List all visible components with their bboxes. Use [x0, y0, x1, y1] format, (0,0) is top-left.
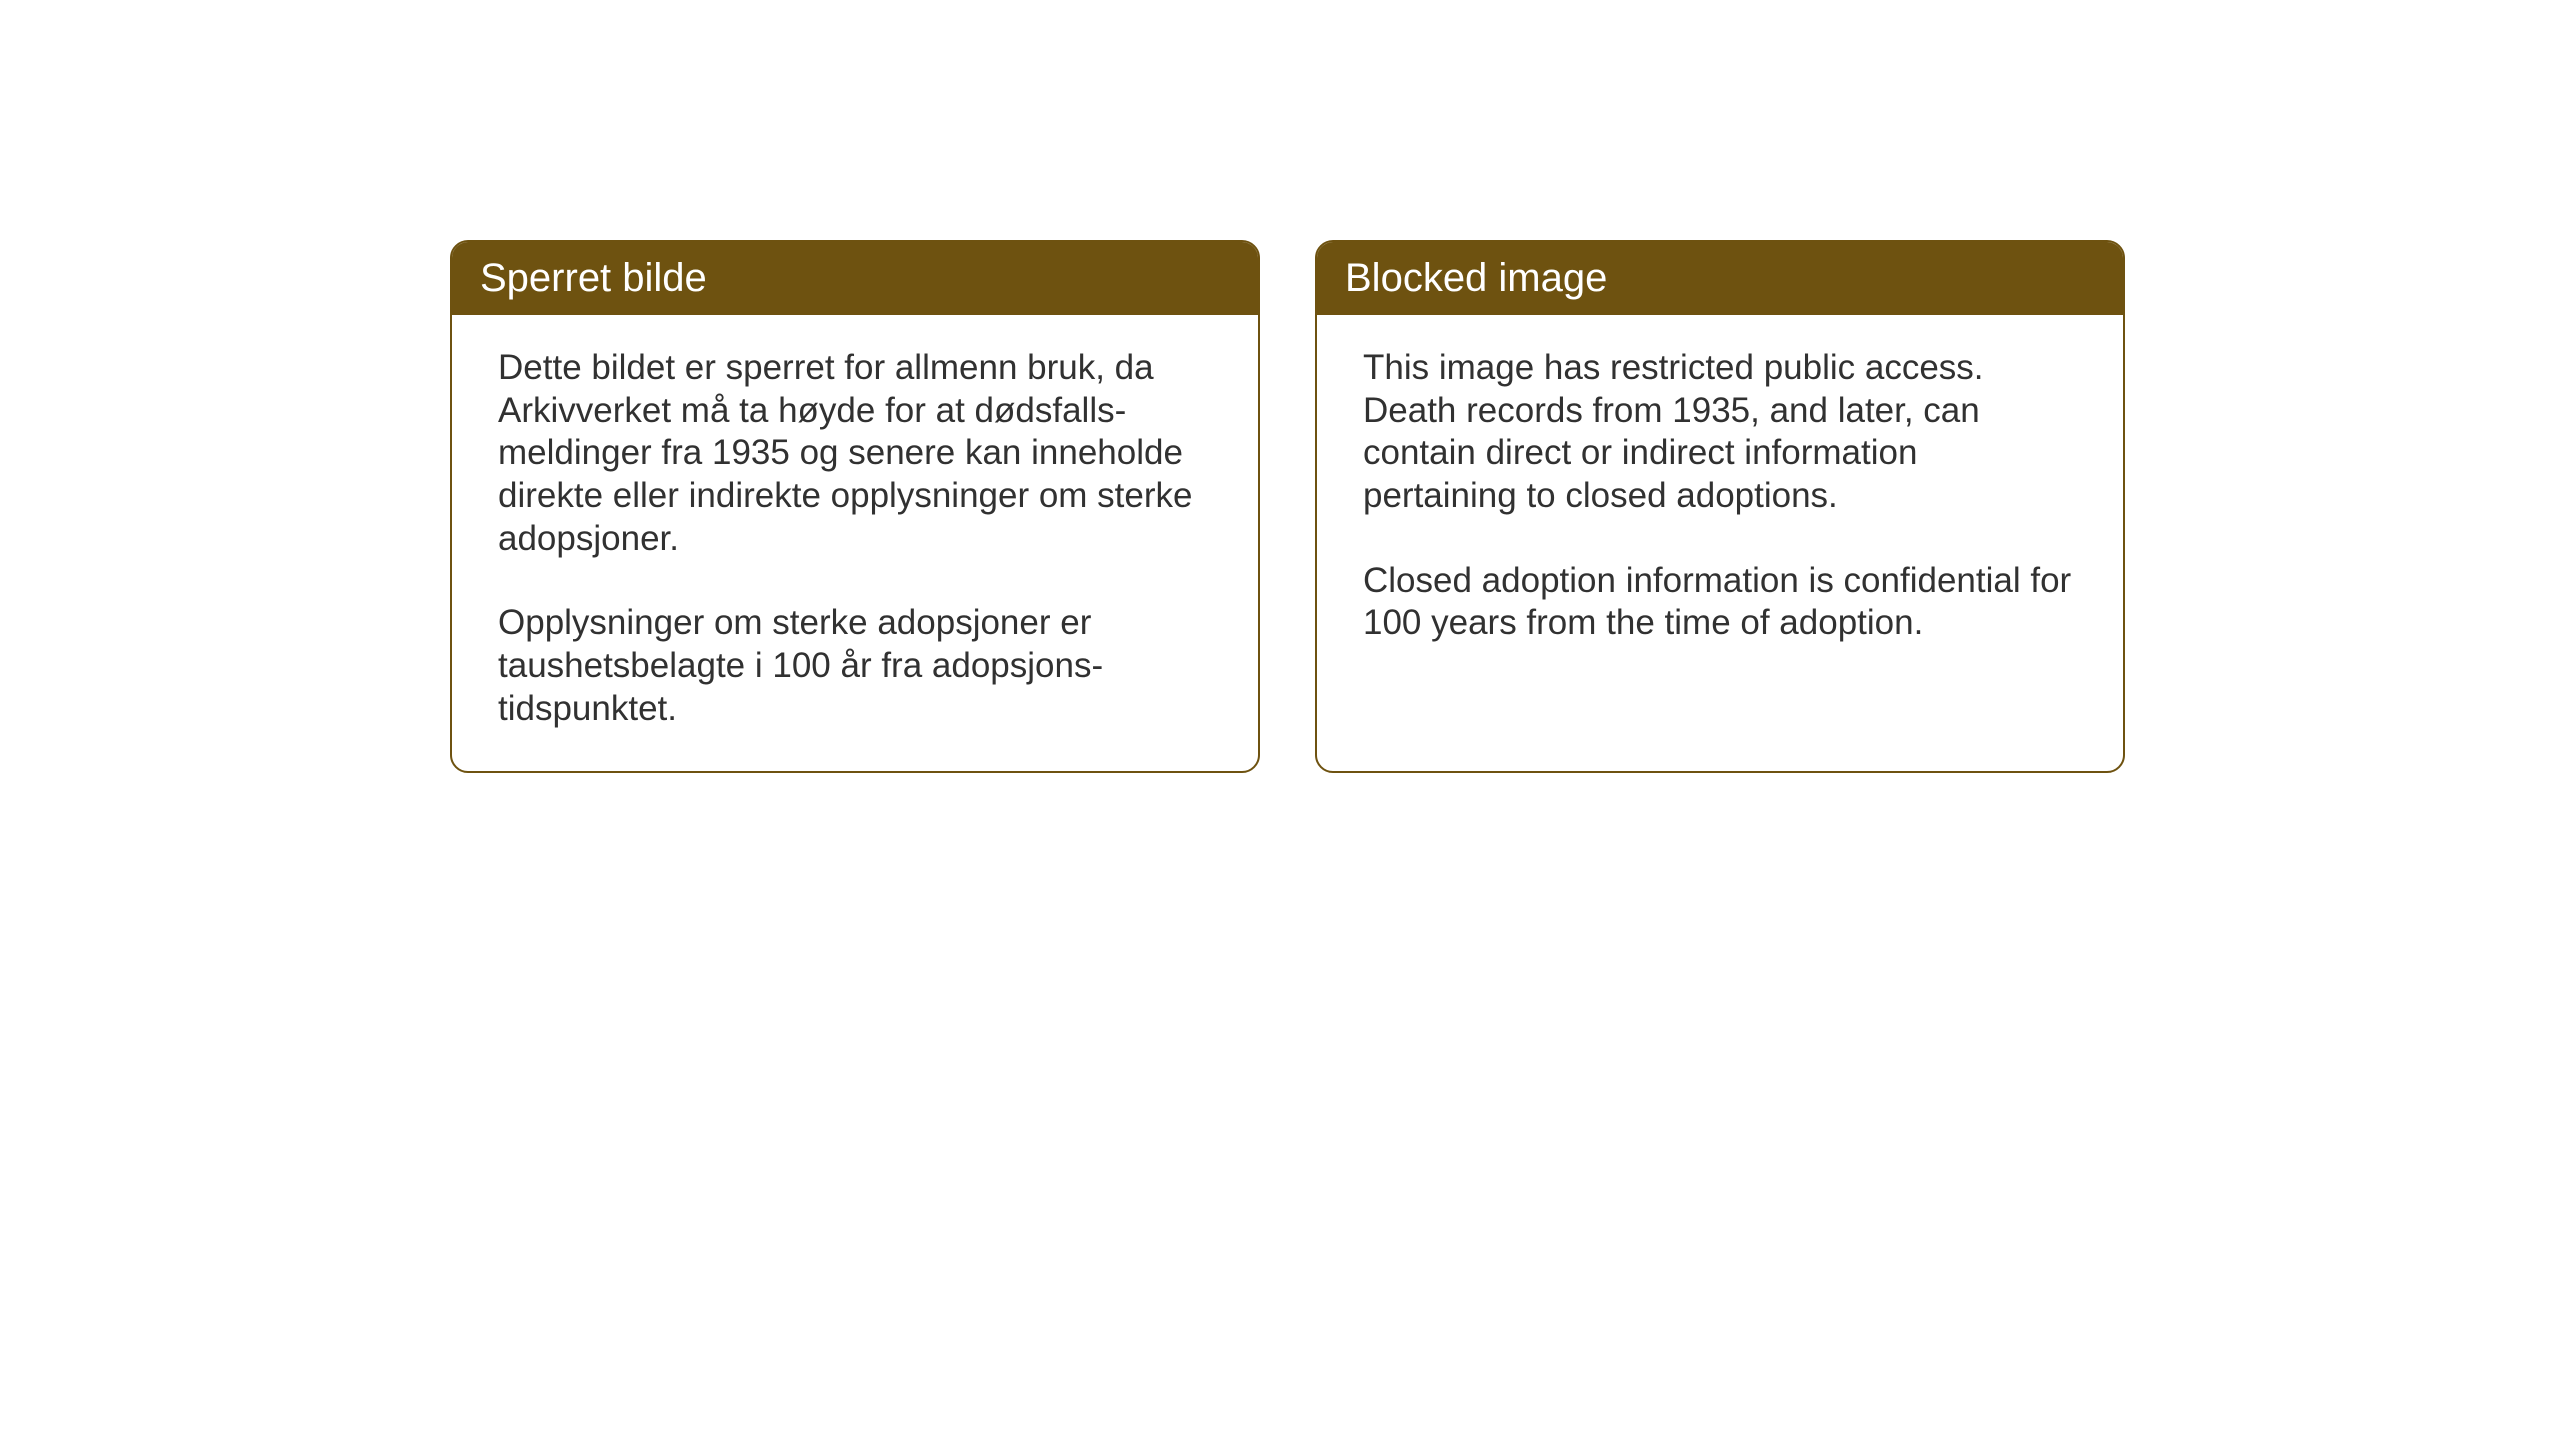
card-title-english: Blocked image	[1345, 256, 1607, 300]
card-header-norwegian: Sperret bilde	[452, 242, 1258, 315]
card-title-norwegian: Sperret bilde	[480, 256, 707, 300]
card-paragraph-english-1: This image has restricted public access.…	[1363, 347, 2077, 518]
card-header-english: Blocked image	[1317, 242, 2123, 315]
card-body-norwegian: Dette bildet er sperret for allmenn bruk…	[452, 315, 1258, 771]
notice-card-english: Blocked image This image has restricted …	[1315, 240, 2125, 773]
notice-card-norwegian: Sperret bilde Dette bildet er sperret fo…	[450, 240, 1260, 773]
card-paragraph-norwegian-2: Opplysninger om sterke adopsjoner er tau…	[498, 602, 1212, 730]
card-paragraph-english-2: Closed adoption information is confident…	[1363, 560, 2077, 645]
card-body-english: This image has restricted public access.…	[1317, 315, 2123, 685]
notice-container: Sperret bilde Dette bildet er sperret fo…	[450, 240, 2125, 773]
card-paragraph-norwegian-1: Dette bildet er sperret for allmenn bruk…	[498, 347, 1212, 560]
